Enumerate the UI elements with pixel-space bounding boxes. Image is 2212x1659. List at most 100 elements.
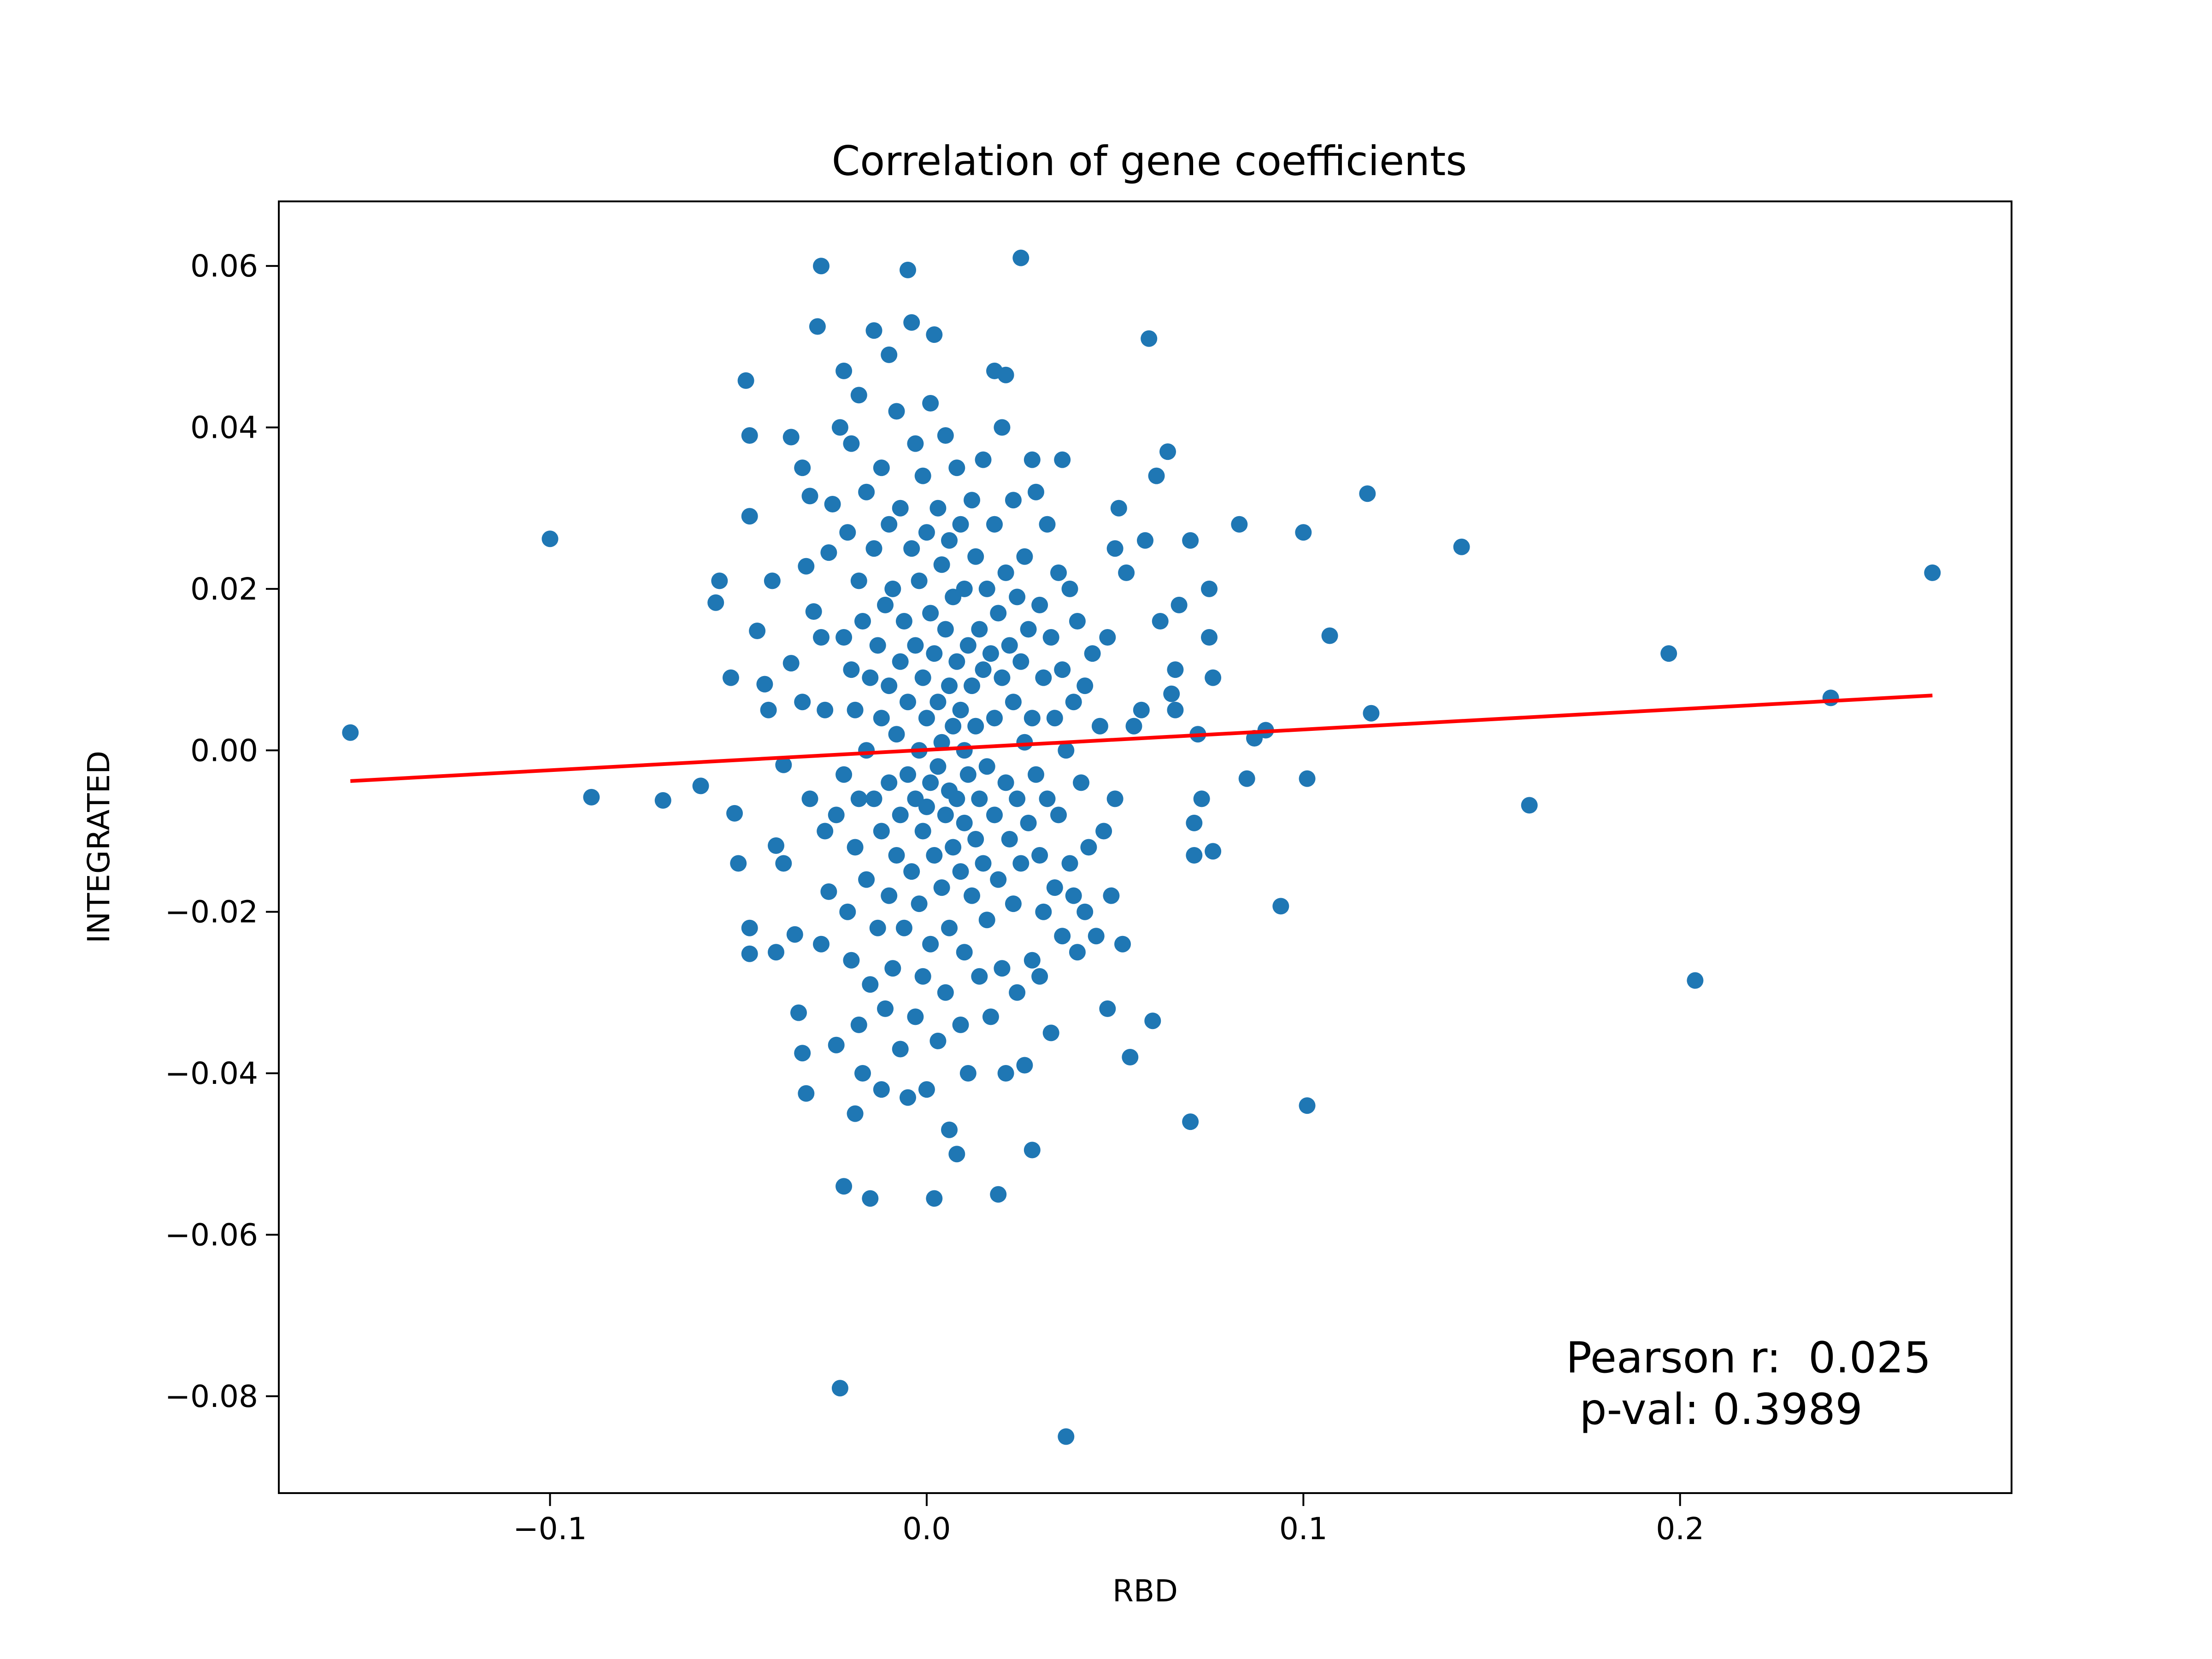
data-point: [1058, 742, 1075, 759]
data-point: [1001, 831, 1018, 847]
data-point: [1069, 613, 1086, 629]
data-point: [990, 605, 1007, 622]
data-point: [914, 823, 931, 840]
data-point: [835, 362, 853, 379]
data-point: [794, 694, 811, 711]
data-point: [952, 1016, 969, 1033]
data-point: [892, 653, 909, 670]
data-point: [831, 419, 848, 436]
data-point: [971, 968, 988, 985]
data-point: [941, 919, 958, 936]
data-point: [956, 814, 973, 831]
data-point: [1205, 843, 1222, 860]
data-point: [964, 887, 980, 904]
data-point: [933, 879, 950, 896]
data-point: [865, 322, 882, 339]
data-point: [809, 318, 826, 335]
data-point: [933, 556, 950, 573]
data-point: [850, 387, 867, 404]
data-point: [994, 419, 1011, 436]
data-point: [850, 790, 867, 807]
data-point: [1061, 580, 1078, 597]
pvalue-annotation: p-val: 0.3989: [1566, 1384, 1863, 1434]
data-point: [847, 701, 864, 718]
data-point: [1084, 645, 1101, 662]
data-point: [948, 653, 965, 670]
y-tick-label: −0.04: [165, 1056, 258, 1091]
data-point: [782, 429, 800, 446]
data-point: [1133, 701, 1150, 718]
data-point: [756, 676, 773, 693]
data-point: [854, 1065, 871, 1082]
data-point: [952, 701, 969, 718]
chart-title: Correlation of gene coefficients: [832, 137, 1467, 185]
data-point: [918, 798, 935, 815]
data-point: [922, 605, 939, 622]
data-point: [1106, 790, 1124, 807]
data-point: [873, 1081, 890, 1098]
data-point: [994, 669, 1011, 686]
data-point: [1012, 653, 1030, 670]
data-point: [1453, 538, 1470, 555]
data-point: [975, 451, 992, 468]
data-point: [884, 960, 901, 977]
plot-frame: [278, 200, 2012, 1494]
data-point: [1118, 564, 1135, 581]
data-point: [1058, 1428, 1075, 1445]
data-point: [892, 806, 909, 824]
data-point: [1024, 710, 1041, 727]
data-point: [881, 887, 898, 904]
data-point: [1042, 1024, 1059, 1041]
data-point: [892, 1041, 909, 1058]
data-point: [1012, 249, 1030, 266]
data-point: [1009, 588, 1026, 606]
data-point: [1095, 823, 1112, 840]
data-point: [990, 1186, 1007, 1203]
data-point: [768, 944, 784, 961]
data-point: [877, 1000, 894, 1017]
data-point: [873, 459, 890, 477]
data-point: [1080, 839, 1097, 856]
data-point: [730, 855, 747, 872]
data-point: [843, 952, 860, 969]
x-tick-label: 0.0: [902, 1511, 951, 1547]
data-point: [824, 496, 841, 512]
data-point: [937, 621, 954, 638]
data-point: [990, 871, 1007, 888]
data-point: [997, 1065, 1014, 1082]
data-point: [843, 435, 860, 452]
data-point: [895, 919, 912, 936]
regression-line: [350, 694, 1933, 783]
data-point: [858, 483, 875, 500]
data-point: [941, 532, 958, 549]
data-point: [918, 524, 935, 541]
data-point: [1163, 685, 1180, 702]
data-point: [828, 1036, 845, 1053]
data-point: [1035, 669, 1052, 686]
data-point: [1009, 790, 1026, 807]
data-point: [1144, 1012, 1161, 1030]
data-point: [1088, 928, 1105, 945]
data-point: [1012, 855, 1030, 872]
data-point: [1031, 968, 1048, 985]
data-point: [956, 742, 973, 759]
data-point: [926, 847, 943, 864]
data-point: [794, 1045, 811, 1062]
data-point: [839, 524, 856, 541]
data-point: [726, 805, 743, 822]
data-point: [930, 694, 947, 711]
data-point: [835, 1178, 853, 1195]
data-point: [978, 580, 995, 597]
data-point: [877, 596, 894, 613]
data-point: [1054, 928, 1071, 945]
data-point: [805, 603, 822, 620]
data-point: [764, 572, 781, 589]
data-point: [1201, 629, 1218, 646]
data-point: [1193, 790, 1210, 807]
data-point: [1125, 718, 1142, 735]
data-point: [930, 1032, 947, 1049]
data-point: [839, 903, 856, 920]
data-point: [907, 1008, 924, 1025]
data-point: [888, 403, 905, 420]
data-point: [945, 839, 962, 856]
